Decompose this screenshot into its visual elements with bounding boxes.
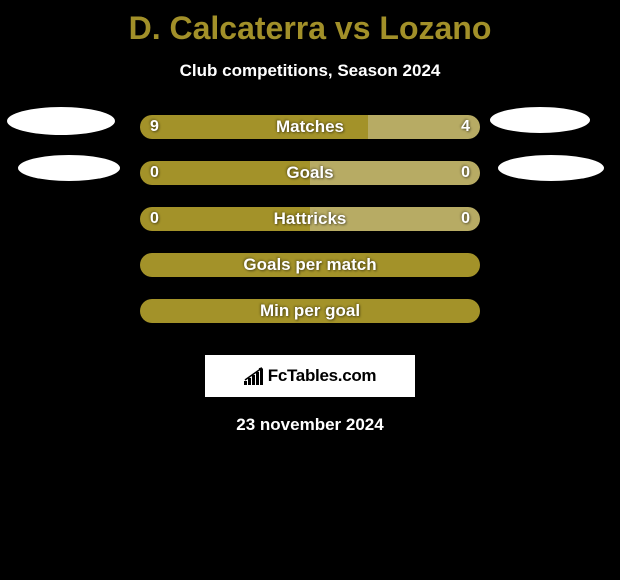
stat-row-hattricks: 00Hattricks — [0, 207, 620, 253]
stat-label: Hattricks — [140, 207, 480, 231]
stat-label: Goals — [140, 161, 480, 185]
bar-chart-icon — [244, 367, 266, 385]
player-right-ellipse — [498, 155, 604, 181]
stat-row-goals-per-match: Goals per match — [0, 253, 620, 299]
player-left-ellipse — [7, 107, 115, 135]
stat-label: Matches — [140, 115, 480, 139]
player-right-ellipse — [490, 107, 590, 133]
page-subtitle: Club competitions, Season 2024 — [0, 61, 620, 81]
stat-row-min-per-goal: Min per goal — [0, 299, 620, 345]
stat-row-matches: 94Matches — [0, 115, 620, 161]
comparison-chart: 94Matches00Goals00HattricksGoals per mat… — [0, 115, 620, 345]
date-line: 23 november 2024 — [0, 415, 620, 435]
bar-full: Goals per match — [140, 253, 480, 277]
page-title: D. Calcaterra vs Lozano — [0, 0, 620, 47]
stat-row-goals: 00Goals — [0, 161, 620, 207]
logo-box: FcTables.com — [205, 355, 415, 397]
player-left-ellipse — [18, 155, 120, 181]
logo-text: FcTables.com — [268, 366, 377, 386]
bar-full: Min per goal — [140, 299, 480, 323]
